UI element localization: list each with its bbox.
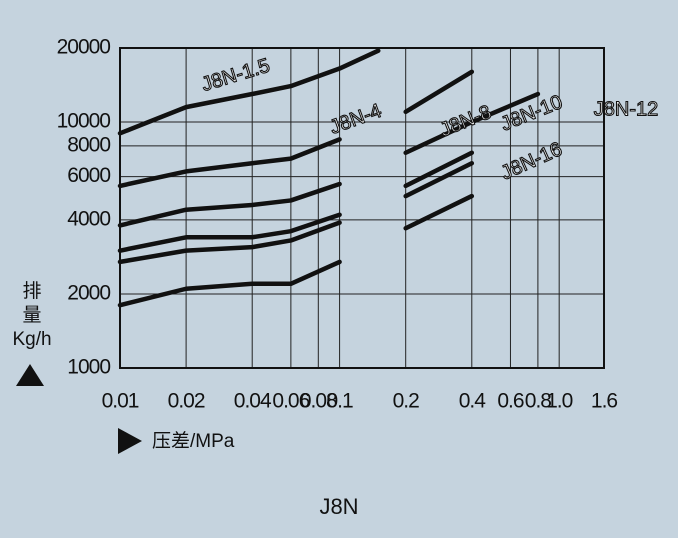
x-tick-label: 0.06 [272,390,309,413]
plot-frame [119,47,605,369]
y-arrow [16,364,44,386]
legend-label: J8N-12 [594,98,658,120]
series-line [117,48,381,136]
y-tick-label: 6000 [67,164,110,187]
legend-label: J8N-16 [498,138,566,184]
legend-label: J8N-8 [437,101,495,141]
series-line [117,91,541,228]
y-tick-label: 1000 [67,356,110,379]
y-tick-label: 2000 [67,282,110,305]
x-tick-label: 0.6 [497,390,524,413]
x-tick-label: 0.1 [326,390,353,413]
x-tick-label: 0.2 [393,390,420,413]
y-label: 排 [22,280,41,302]
x-arrow [118,428,142,454]
x-tick-label: 0.02 [168,390,205,413]
x-tick-label: 1.6 [591,390,618,413]
x-label: 压差/MPa [152,430,235,452]
series-line [117,69,475,189]
x-tick-label: 0.04 [234,390,272,413]
y-label: 量 [22,305,41,326]
x-tick-label: 0.01 [102,390,139,413]
chart-title: J8N [319,494,358,519]
x-tick-label: 1.0 [546,390,573,413]
y-tick-label: 4000 [67,207,110,230]
y-label: Kg/h [12,329,51,350]
y-tick-label: 8000 [67,133,110,156]
x-tick-label: 0.4 [459,390,487,413]
x-tick-label: 0.08 [300,390,337,413]
legend-label: J8N-4 [327,100,385,139]
x-tick-label: 0.8 [525,390,552,413]
y-tick-label: 20000 [57,36,111,59]
y-tick-label: 10000 [57,110,111,133]
